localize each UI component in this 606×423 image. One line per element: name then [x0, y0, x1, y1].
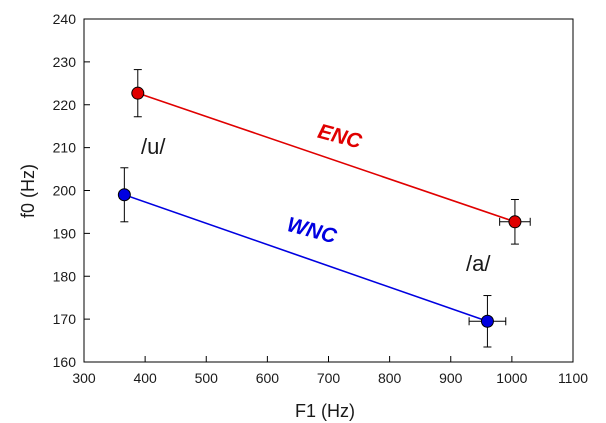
y-tick-label: 180 — [53, 268, 77, 284]
series-layer — [117, 69, 531, 348]
plot-frame — [83, 18, 574, 363]
axis-ticks: 300 400 500 600 700 800 900 1000 1100 160 170 180 19… — [53, 11, 589, 386]
vowel-label-a: /a/ — [466, 251, 491, 276]
data-point-enc — [131, 86, 145, 100]
data-point-wnc — [480, 314, 494, 328]
y-tick-label: 220 — [53, 97, 77, 113]
series-label-wnc: WNC — [284, 213, 339, 248]
y-tick-label: 210 — [53, 140, 77, 156]
x-tick-label: 500 — [195, 370, 219, 386]
x-tick-label: 300 — [72, 370, 96, 386]
y-axis-label: f0 (Hz) — [18, 164, 38, 218]
x-tick-label: 1000 — [496, 370, 527, 386]
series-label-enc: ENC — [315, 120, 365, 154]
x-tick-label: 800 — [378, 370, 402, 386]
x-tick-label: 900 — [439, 370, 463, 386]
y-tick-label: 190 — [53, 225, 77, 241]
x-tick-label: 600 — [256, 370, 280, 386]
y-tick-label: 240 — [53, 11, 77, 27]
x-tick-label: 700 — [317, 370, 341, 386]
y-tick-label: 160 — [53, 354, 77, 370]
series-line-enc — [137, 92, 516, 223]
vowel-label-u: /u/ — [141, 134, 166, 159]
y-tick-label: 200 — [53, 183, 77, 199]
data-point-wnc — [117, 188, 131, 202]
x-axis-label: F1 (Hz) — [295, 401, 355, 421]
x-tick-label: 1100 — [558, 370, 588, 386]
series-line-wnc — [124, 194, 488, 323]
y-tick-label: 170 — [53, 311, 77, 327]
x-tick-label: 400 — [133, 370, 157, 386]
y-tick-label: 230 — [53, 54, 77, 70]
data-point-enc — [508, 215, 522, 229]
